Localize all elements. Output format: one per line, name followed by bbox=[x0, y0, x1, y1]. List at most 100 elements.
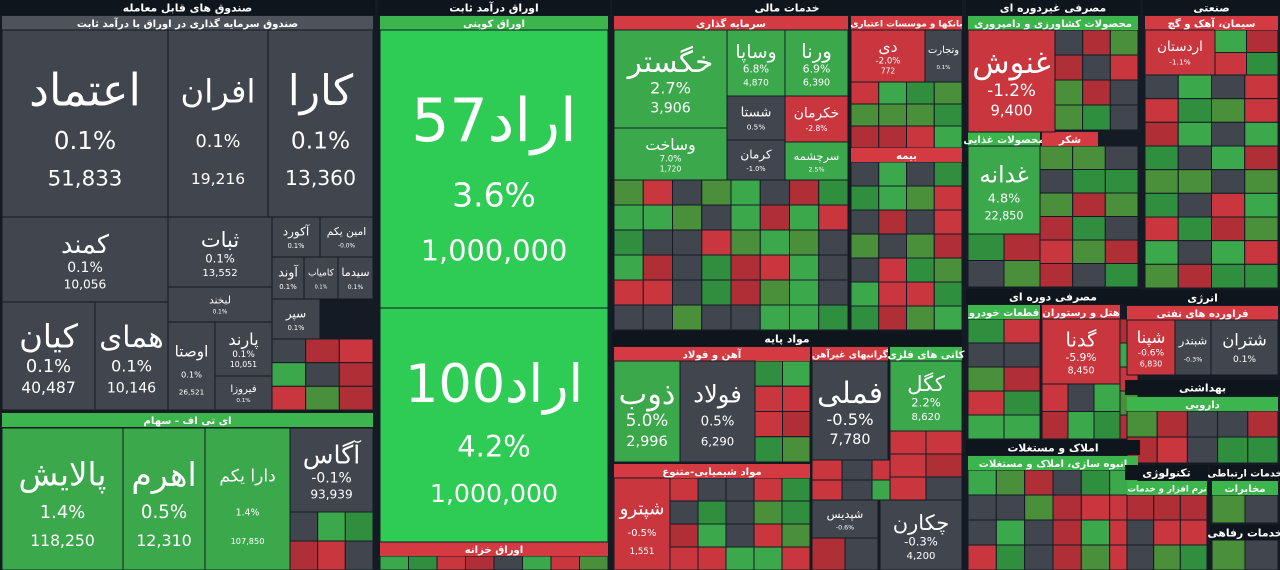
stock-tile[interactable] bbox=[1, 301, 96, 411]
stock-tile[interactable] bbox=[726, 29, 786, 97]
stock-tile[interactable] bbox=[214, 375, 273, 411]
filler-tile bbox=[642, 204, 673, 231]
group-title: خدمات رفاهی bbox=[1207, 527, 1280, 540]
stock-tile[interactable] bbox=[379, 307, 609, 543]
stock-tile[interactable] bbox=[879, 499, 963, 570]
stock-tile[interactable] bbox=[1144, 29, 1216, 76]
stock-tile[interactable] bbox=[613, 127, 728, 181]
stock-tile[interactable] bbox=[726, 139, 786, 181]
stock-symbol: کرمان bbox=[740, 148, 772, 163]
stock-tile[interactable] bbox=[613, 477, 671, 570]
stock-symbol: شپترو bbox=[619, 498, 665, 519]
group-title: مصرفی دوره ای bbox=[1009, 291, 1097, 304]
filler-tile bbox=[642, 229, 673, 256]
stock-tile[interactable] bbox=[967, 145, 1041, 235]
filler-tile bbox=[1244, 98, 1279, 123]
filler-tile bbox=[1072, 145, 1106, 170]
group-header bbox=[380, 16, 608, 30]
stock-tile[interactable] bbox=[1, 427, 124, 570]
stock-tile[interactable] bbox=[303, 256, 339, 300]
stock-volume: 118,250 bbox=[30, 532, 94, 550]
filler-tile bbox=[933, 125, 963, 149]
stock-tile[interactable] bbox=[1041, 318, 1121, 385]
stock-symbol: سپر bbox=[285, 307, 306, 322]
filler-tile bbox=[1217, 410, 1249, 438]
stock-tile[interactable] bbox=[784, 95, 849, 143]
stock-symbol: خگستر bbox=[626, 45, 714, 79]
group-title: نرم افزار و خدمات bbox=[1127, 485, 1206, 495]
stock-tile[interactable] bbox=[337, 256, 374, 300]
filler-tile bbox=[701, 304, 732, 331]
filler-tile bbox=[906, 233, 935, 259]
stock-tile[interactable] bbox=[94, 301, 169, 411]
filler-tile bbox=[613, 179, 644, 206]
filler-tile bbox=[672, 254, 703, 281]
filler-tile bbox=[1177, 216, 1212, 242]
stock-tile[interactable] bbox=[784, 141, 849, 181]
stock-symbol: کارا bbox=[288, 66, 354, 115]
filler-tile bbox=[1244, 240, 1279, 265]
filler-tile bbox=[906, 125, 935, 149]
stock-tile[interactable] bbox=[967, 29, 1056, 133]
stock-symbol: شبندر bbox=[1178, 333, 1207, 348]
filler-tile bbox=[844, 537, 879, 570]
stock-symbol: گدنا bbox=[1066, 329, 1098, 352]
group-title: انبوه سازی، املاک و مستغلات bbox=[979, 459, 1127, 470]
stock-tile[interactable] bbox=[267, 29, 374, 218]
group-header bbox=[968, 16, 1138, 30]
stock-tile[interactable] bbox=[289, 427, 374, 513]
stock-tile[interactable] bbox=[204, 427, 291, 570]
filler-tile bbox=[850, 233, 880, 259]
filler-tile bbox=[1126, 410, 1158, 438]
filler-tile bbox=[811, 459, 843, 481]
group-header bbox=[966, 0, 1140, 15]
group-title: اوراق درآمد ثابت bbox=[449, 1, 538, 15]
stock-tile[interactable] bbox=[271, 298, 321, 340]
filler-tile bbox=[338, 385, 374, 411]
group-title: شکر bbox=[1058, 135, 1081, 146]
stock-tile[interactable] bbox=[726, 95, 786, 141]
filler-tile bbox=[1052, 494, 1082, 521]
stock-tile[interactable] bbox=[679, 360, 756, 463]
stock-change: 0.5% bbox=[141, 502, 187, 523]
stock-tile[interactable] bbox=[1, 216, 169, 303]
stock-tile[interactable] bbox=[811, 360, 889, 461]
filler-tile bbox=[841, 459, 873, 481]
filler-tile bbox=[1052, 469, 1082, 496]
stock-change: 0.1% bbox=[279, 283, 297, 291]
stock-tile[interactable] bbox=[379, 29, 609, 309]
filler-tile bbox=[1072, 239, 1106, 264]
stock-tile[interactable] bbox=[613, 360, 681, 463]
stock-tile[interactable] bbox=[214, 321, 273, 377]
stock-tile[interactable] bbox=[850, 29, 926, 83]
filler-tile bbox=[672, 304, 703, 331]
filler-tile bbox=[579, 555, 609, 570]
group-title: تکنولوژی bbox=[1142, 467, 1190, 480]
group-title: گرانیهای غیرآهن bbox=[812, 349, 889, 361]
filler-tile bbox=[878, 257, 907, 283]
stock-tile[interactable] bbox=[784, 29, 849, 97]
filler-tile bbox=[818, 204, 849, 231]
group-header bbox=[968, 456, 1138, 470]
filler-tile bbox=[1067, 383, 1095, 412]
stock-tile[interactable] bbox=[811, 499, 879, 539]
stock-change: -0.5% bbox=[826, 410, 873, 429]
stock-tile[interactable] bbox=[1174, 319, 1212, 376]
stock-tile[interactable] bbox=[889, 360, 963, 432]
filler-tile bbox=[1039, 239, 1074, 264]
stock-tile[interactable] bbox=[1210, 319, 1279, 376]
stock-tile[interactable] bbox=[167, 29, 269, 218]
stock-tile[interactable] bbox=[167, 321, 216, 411]
stock-tile[interactable] bbox=[924, 29, 963, 83]
stock-change: -2.0% bbox=[876, 57, 901, 67]
stock-tile[interactable] bbox=[271, 256, 305, 300]
filler-tile bbox=[1072, 216, 1106, 241]
stock-symbol: وتجارت bbox=[928, 45, 959, 56]
filler-tile bbox=[701, 229, 732, 256]
stock-symbol: لبخند bbox=[209, 294, 231, 306]
stock-symbol: شپنا bbox=[1137, 328, 1166, 348]
filler-tile bbox=[697, 500, 727, 525]
stock-tile[interactable] bbox=[122, 427, 206, 570]
stock-tile[interactable] bbox=[1126, 319, 1176, 376]
filler-tile bbox=[305, 338, 340, 364]
